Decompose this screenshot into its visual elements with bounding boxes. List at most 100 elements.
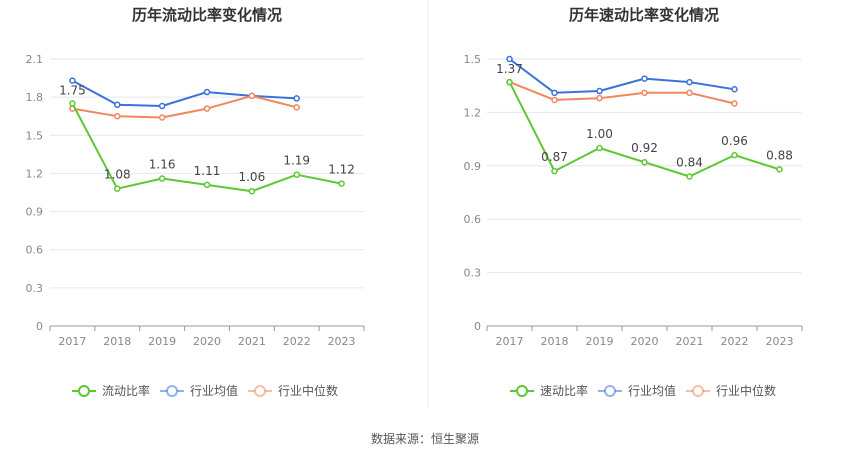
- data-point-avg: [506, 55, 513, 63]
- data-point-main: [776, 166, 783, 173]
- legend-label: 行业均值: [190, 383, 238, 398]
- data-point-main: [551, 167, 558, 175]
- y-tick-label: 0.3: [26, 282, 44, 295]
- data-label: 1.12: [328, 163, 355, 177]
- x-tick-label: 2017: [58, 335, 86, 348]
- data-point-main: [596, 144, 603, 152]
- data-point-median: [203, 105, 211, 112]
- current-ratio-chart: 历年流动比率变化情况 0 0.3 0.6 0.9 1.2 1.5 1.8 2.1 2017 2018…: [26, 6, 365, 398]
- data-point-main: [686, 173, 693, 180]
- y-tick-label: 1.8: [26, 91, 44, 104]
- legend-marker: [516, 385, 528, 397]
- x-tick-label: 2023: [766, 335, 794, 348]
- data-point-main: [731, 151, 738, 159]
- y-tick-label: 0.6: [26, 244, 44, 257]
- data-point-main: [248, 187, 256, 195]
- data-point-main: [293, 171, 300, 178]
- x-tick-label: 2019: [148, 335, 176, 348]
- x-tick-label: 2019: [586, 335, 614, 348]
- legend-marker: [78, 385, 90, 397]
- x-tick-label: 2023: [328, 335, 356, 348]
- legend-item-avg[interactable]: 行业均值: [598, 383, 676, 398]
- y-tick-label: 0: [36, 320, 43, 333]
- data-label: 1.00: [586, 127, 613, 141]
- data-point-main: [506, 78, 513, 86]
- chart-title: 历年速动比率变化情况: [569, 6, 719, 24]
- x-tick-label: 2021: [676, 335, 704, 348]
- series-line-median: [72, 94, 297, 119]
- data-point-avg: [551, 89, 558, 97]
- data-point-avg: [596, 87, 603, 95]
- data-point-median: [248, 92, 256, 100]
- data-point-avg: [203, 88, 211, 96]
- legend-item-main[interactable]: 速动比率: [510, 383, 588, 398]
- data-point-median: [596, 94, 603, 102]
- data-point-main: [114, 185, 121, 192]
- data-label: 0.88: [766, 148, 793, 162]
- data-point-avg: [731, 86, 738, 93]
- data-label: 1.75: [59, 84, 86, 98]
- data-point-avg: [641, 75, 648, 82]
- data-label: 1.11: [194, 164, 221, 178]
- legend-item-main[interactable]: 流动比率: [72, 383, 150, 398]
- legend-item-median[interactable]: 行业中位数: [686, 383, 776, 398]
- data-point-avg: [114, 101, 121, 109]
- y-tick-label: 1.5: [464, 53, 482, 66]
- chart-title: 历年流动比率变化情况: [132, 6, 282, 24]
- data-label: 0.96: [721, 134, 748, 148]
- x-tick-label: 2021: [238, 335, 266, 348]
- x-tick-label: 2020: [631, 335, 659, 348]
- data-point-median: [158, 114, 166, 121]
- y-tick-label: 1.5: [26, 129, 44, 142]
- data-point-main: [158, 175, 166, 182]
- data-source: 数据来源：恒生聚源: [371, 431, 479, 446]
- legend-label: 行业中位数: [716, 383, 776, 398]
- quick-ratio-chart: 历年速动比率变化情况 0 0.3 0.6 0.9 1.2 1.5 2017 2018 2019 20…: [464, 6, 803, 398]
- legend-marker: [604, 385, 616, 397]
- legend-item-avg[interactable]: 行业均值: [160, 383, 238, 398]
- y-tick-label: 0.6: [464, 213, 482, 226]
- legend-marker: [692, 385, 704, 397]
- data-point-median: [293, 104, 300, 111]
- data-point-median: [114, 112, 121, 120]
- y-tick-label: 0.3: [464, 267, 482, 280]
- data-label: 1.16: [149, 158, 176, 172]
- y-tick-label: 0.9: [26, 206, 44, 219]
- y-tick-label: 1.2: [464, 106, 482, 119]
- x-tick-label: 2018: [103, 335, 131, 348]
- x-tick-label: 2022: [721, 335, 749, 348]
- legend-label: 流动比率: [102, 383, 150, 398]
- data-point-avg: [293, 95, 300, 102]
- legend-item-median[interactable]: 行业中位数: [248, 383, 338, 398]
- data-point-avg: [686, 78, 693, 86]
- data-point-median: [686, 89, 693, 97]
- x-tick-label: 2020: [193, 335, 221, 348]
- series-line-avg: [71, 79, 297, 107]
- legend-marker: [254, 385, 266, 397]
- series-line-median: [509, 81, 735, 105]
- series-line-avg: [508, 58, 735, 94]
- data-label: 1.19: [283, 154, 310, 168]
- data-point-main: [338, 180, 345, 187]
- x-tick-label: 2018: [541, 335, 569, 348]
- legend-marker: [166, 385, 178, 397]
- legend-label: 行业均值: [628, 383, 676, 398]
- data-label: 1.37: [496, 62, 523, 76]
- data-point-median: [551, 96, 558, 104]
- legend-label: 行业中位数: [278, 383, 338, 398]
- data-label: 0.87: [541, 150, 568, 164]
- data-point-avg: [158, 102, 166, 110]
- data-label: 0.92: [631, 141, 658, 155]
- data-label: 0.84: [676, 155, 703, 169]
- y-tick-label: 2.1: [26, 53, 44, 66]
- data-point-median: [641, 89, 648, 97]
- y-tick-label: 0.9: [464, 160, 482, 173]
- x-tick-label: 2022: [283, 335, 311, 348]
- y-tick-label: 0: [474, 320, 481, 333]
- data-label: 1.06: [238, 170, 265, 184]
- x-tick-label: 2017: [496, 335, 524, 348]
- data-point-main: [203, 181, 211, 189]
- data-point-avg: [69, 77, 76, 84]
- y-tick-label: 1.2: [26, 167, 44, 180]
